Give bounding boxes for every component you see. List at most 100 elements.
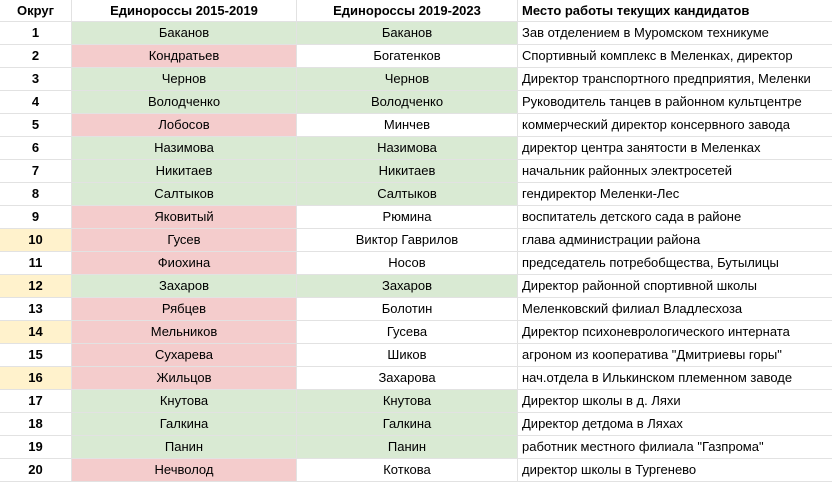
- table-cell: 17: [0, 390, 72, 413]
- table-cell: Директор транспортного предприятия, Меле…: [518, 68, 832, 91]
- table-cell: Володченко: [297, 91, 518, 114]
- table-cell: Панин: [297, 436, 518, 459]
- table-cell: Нечволод: [72, 459, 297, 482]
- table-cell: Мельников: [72, 321, 297, 344]
- table-row: 14 Мельников Гусева Директор психоневрологи…: [0, 321, 832, 344]
- table-row: 11 Фиохина Носов председатель потребобществ…: [0, 252, 832, 275]
- table-cell: Рябцев: [72, 298, 297, 321]
- header-row: Округ Единороссы 2015-2019 Единороссы 2019…: [0, 0, 832, 22]
- table-cell: Баканов: [72, 22, 297, 45]
- table-cell: Захаров: [297, 275, 518, 298]
- table-cell: Болотин: [297, 298, 518, 321]
- table-row: 12 Захаров Захаров Директор районной спорти…: [0, 275, 832, 298]
- table-row: 1 Баканов Баканов Зав отделением в Муромско…: [0, 22, 832, 45]
- table-cell: 1: [0, 22, 72, 45]
- table-cell: Богатенков: [297, 45, 518, 68]
- table-row: 15 Сухарева Шиков агроном из кооператива "Д…: [0, 344, 832, 367]
- table-cell: Сухарева: [72, 344, 297, 367]
- table-cell: Кондратьев: [72, 45, 297, 68]
- table-cell: Салтыков: [72, 183, 297, 206]
- table-cell: 14: [0, 321, 72, 344]
- table-cell: 13: [0, 298, 72, 321]
- table-cell: Виктор Гаврилов: [297, 229, 518, 252]
- table-cell: агроном из кооператива "Дмитриевы горы": [518, 344, 832, 367]
- table-cell: начальник районных электросетей: [518, 160, 832, 183]
- table-row: 2 Кондратьев Богатенков Спортивный комплекс…: [0, 45, 832, 68]
- table-cell: Лобосов: [72, 114, 297, 137]
- table-cell: Жильцов: [72, 367, 297, 390]
- table-cell: 15: [0, 344, 72, 367]
- table-cell: Фиохина: [72, 252, 297, 275]
- table-cell: Директор детдома в Ляхах: [518, 413, 832, 436]
- table-row: 17 Кнутова Кнутова Директор школы в д. Ляхи: [0, 390, 832, 413]
- table-cell: 10: [0, 229, 72, 252]
- table-cell: Гусев: [72, 229, 297, 252]
- table-row: 10 Гусев Виктор Гаврилов глава администраци…: [0, 229, 832, 252]
- table-cell: 4: [0, 91, 72, 114]
- table-cell: 16: [0, 367, 72, 390]
- table-row: 20 Нечволод Коткова директор школы в Турген…: [0, 459, 832, 482]
- table-cell: Директор районной спортивной школы: [518, 275, 832, 298]
- table-cell: Никитаев: [72, 160, 297, 183]
- table-cell: Носов: [297, 252, 518, 275]
- table-row: 6 Назимова Назимова директор центра занятос…: [0, 137, 832, 160]
- table-cell: Назимова: [297, 137, 518, 160]
- table-cell: председатель потребобщества, Бутылицы: [518, 252, 832, 275]
- table-cell: Назимова: [72, 137, 297, 160]
- header-cell: Округ: [0, 0, 72, 22]
- header-cell: Единороссы 2019-2023: [297, 0, 518, 22]
- table-row: 13 Рябцев Болотин Меленковский филиал Владл…: [0, 298, 832, 321]
- table-cell: 18: [0, 413, 72, 436]
- table-cell: Салтыков: [297, 183, 518, 206]
- table-cell: Кнутова: [72, 390, 297, 413]
- table-cell: 3: [0, 68, 72, 91]
- table-cell: Гусева: [297, 321, 518, 344]
- header-cell: Единороссы 2015-2019: [72, 0, 297, 22]
- table-cell: Шиков: [297, 344, 518, 367]
- table-cell: Меленковский филиал Владлесхоза: [518, 298, 832, 321]
- table-cell: нач.отдела в Илькинском племенном заводе: [518, 367, 832, 390]
- table-row: 16 Жильцов Захарова нач.отдела в Илькинском…: [0, 367, 832, 390]
- table-row: 19 Панин Панин работник местного филиала "Г…: [0, 436, 832, 459]
- table-cell: 6: [0, 137, 72, 160]
- table-cell: директор школы в Тургенево: [518, 459, 832, 482]
- table-cell: Чернов: [72, 68, 297, 91]
- table-cell: директор центра занятости в Меленках: [518, 137, 832, 160]
- table-cell: 7: [0, 160, 72, 183]
- table-cell: Минчев: [297, 114, 518, 137]
- table-cell: Галкина: [72, 413, 297, 436]
- table-cell: 12: [0, 275, 72, 298]
- table-cell: Руководитель танцев в районном культцент…: [518, 91, 832, 114]
- table-row: 3 Чернов Чернов Директор транспортного пред…: [0, 68, 832, 91]
- table-row: 9 Яковитый Рюмина воспитатель детского сада…: [0, 206, 832, 229]
- table-cell: Кнутова: [297, 390, 518, 413]
- table-cell: 2: [0, 45, 72, 68]
- table-cell: Коткова: [297, 459, 518, 482]
- table-cell: работник местного филиала "Газпрома": [518, 436, 832, 459]
- table-cell: Захарова: [297, 367, 518, 390]
- table-cell: Директор школы в д. Ляхи: [518, 390, 832, 413]
- table-cell: Яковитый: [72, 206, 297, 229]
- table-cell: Чернов: [297, 68, 518, 91]
- table-cell: 9: [0, 206, 72, 229]
- table-cell: Панин: [72, 436, 297, 459]
- table-cell: Никитаев: [297, 160, 518, 183]
- table-cell: Спортивный комплекс в Меленках, директор: [518, 45, 832, 68]
- table-row: 5 Лобосов Минчев коммерческий директор конс…: [0, 114, 832, 137]
- table-cell: 8: [0, 183, 72, 206]
- table-cell: Зав отделением в Муромском техникуме: [518, 22, 832, 45]
- table-cell: глава администрации района: [518, 229, 832, 252]
- table-row: 7 Никитаев Никитаев начальник районных элек…: [0, 160, 832, 183]
- table-cell: 20: [0, 459, 72, 482]
- table-cell: Володченко: [72, 91, 297, 114]
- table-cell: 5: [0, 114, 72, 137]
- table-cell: Захаров: [72, 275, 297, 298]
- table-cell: 11: [0, 252, 72, 275]
- table-cell: воспитатель детского сада в районе: [518, 206, 832, 229]
- table-cell: гендиректор Меленки-Лес: [518, 183, 832, 206]
- table-cell: 19: [0, 436, 72, 459]
- table-row: 18 Галкина Галкина Директор детдома в Ляхах: [0, 413, 832, 436]
- table-cell: Галкина: [297, 413, 518, 436]
- table-cell: коммерческий директор консервного завода: [518, 114, 832, 137]
